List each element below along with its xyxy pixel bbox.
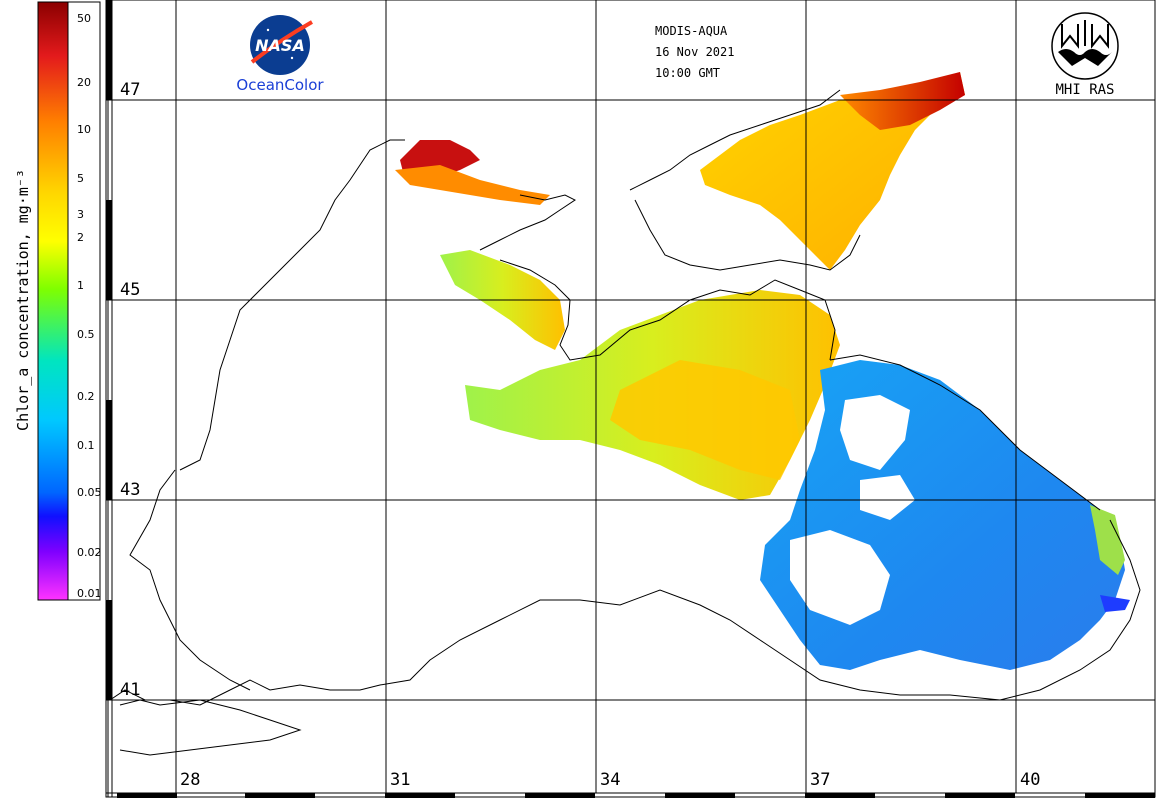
longitude-label: 31 <box>390 770 410 790</box>
date-label: 16 Nov 2021 <box>655 45 734 59</box>
mhi-ras-logo <box>1051 12 1119 80</box>
colorbar-tick: 0.5 <box>77 328 95 341</box>
colorbar-tick: 0.1 <box>77 439 95 452</box>
nasa-wordmark: NASA <box>255 36 305 55</box>
map-frame <box>105 0 1156 798</box>
colorbar-tick: 5 <box>77 172 84 185</box>
colorbar: Chlor_a concentration, mg·m⁻³ 50 20 10 5… <box>14 1 102 601</box>
sensor-label: MODIS-AQUA <box>655 24 728 38</box>
colorbar-tick: 20 <box>77 76 91 89</box>
nasa-logo: NASA <box>250 15 313 75</box>
latitude-label: 43 <box>120 480 140 500</box>
latitude-label: 41 <box>120 680 140 700</box>
longitude-label: 40 <box>1020 770 1040 790</box>
colorbar-tick: 1 <box>77 279 84 292</box>
colorbar-label: Chlor_a concentration, mg·m⁻³ <box>14 169 32 431</box>
latitude-label: 45 <box>120 280 140 300</box>
longitude-label: 34 <box>600 770 620 790</box>
colorbar-tick: 0.01 <box>77 587 102 600</box>
coastlines <box>109 89 1141 756</box>
colorbar-tick: 3 <box>77 208 84 221</box>
colorbar-gradient <box>37 1 69 601</box>
longitude-label: 37 <box>810 770 830 790</box>
colorbar-tick: 50 <box>77 12 91 25</box>
latitude-label: 47 <box>120 80 140 100</box>
colorbar-tick: 0.02 <box>77 546 102 559</box>
longitude-label: 28 <box>180 770 200 790</box>
oceancolor-label: OceanColor <box>236 76 324 94</box>
colorbar-tick: 0.05 <box>77 486 102 499</box>
colorbar-tick: 10 <box>77 123 91 136</box>
colorbar-tick: 2 <box>77 231 84 244</box>
chlorophyll-data <box>395 72 1130 670</box>
mhi-ras-label: MHI RAS <box>1055 82 1114 98</box>
colorbar-tick: 0.2 <box>77 390 95 403</box>
lat-lon-grid <box>106 0 1155 793</box>
time-label: 10:00 GMT <box>655 66 720 80</box>
